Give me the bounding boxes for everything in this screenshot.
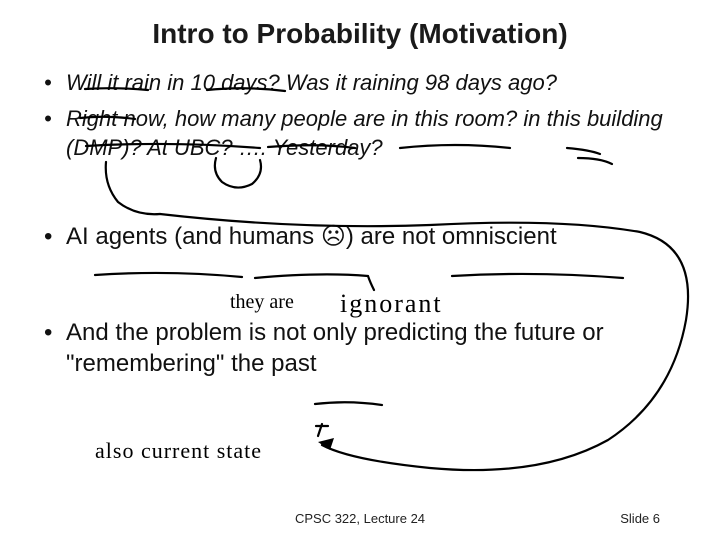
- bullet-agents-text-post: ) are not omniscient: [346, 223, 557, 250]
- sad-face-icon: ☹: [321, 223, 346, 250]
- bullet-group-agents: AI agents (and humans ☹) are not omnisci…: [30, 221, 690, 253]
- footer-course: CPSC 322, Lecture 24: [295, 511, 425, 526]
- bullet-agents: AI agents (and humans ☹) are not omnisci…: [38, 221, 690, 253]
- slide-title: Intro to Probability (Motivation): [30, 18, 690, 50]
- spacer: [30, 169, 690, 221]
- bullet-problem: And the problem is not only predicting t…: [38, 317, 690, 380]
- bullet-q-people: Right now, how many people are in this r…: [38, 104, 690, 163]
- slide: Intro to Probability (Motivation) Will i…: [0, 0, 720, 540]
- bullet-q-rain: Will it rain in 10 days? Was it raining …: [38, 68, 690, 98]
- spacer: [30, 259, 690, 317]
- bullet-group-problem: And the problem is not only predicting t…: [30, 317, 690, 380]
- bullet-agents-text-pre: AI agents (and humans: [66, 223, 321, 250]
- footer-slide-number: Slide 6: [620, 511, 660, 526]
- bullet-group-questions: Will it rain in 10 days? Was it raining …: [30, 68, 690, 163]
